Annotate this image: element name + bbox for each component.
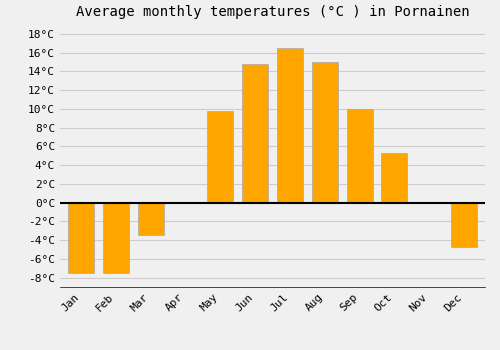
Bar [138,203,164,236]
Bar [102,203,129,273]
Bar [382,153,407,203]
Title: Average monthly temperatures (°C ) in Pornainen: Average monthly temperatures (°C ) in Po… [76,5,469,19]
Bar [312,62,338,203]
Bar [207,111,234,203]
Bar [277,48,303,203]
Bar [68,203,94,273]
Bar [346,109,372,203]
Bar [451,203,477,247]
Bar [242,64,268,203]
